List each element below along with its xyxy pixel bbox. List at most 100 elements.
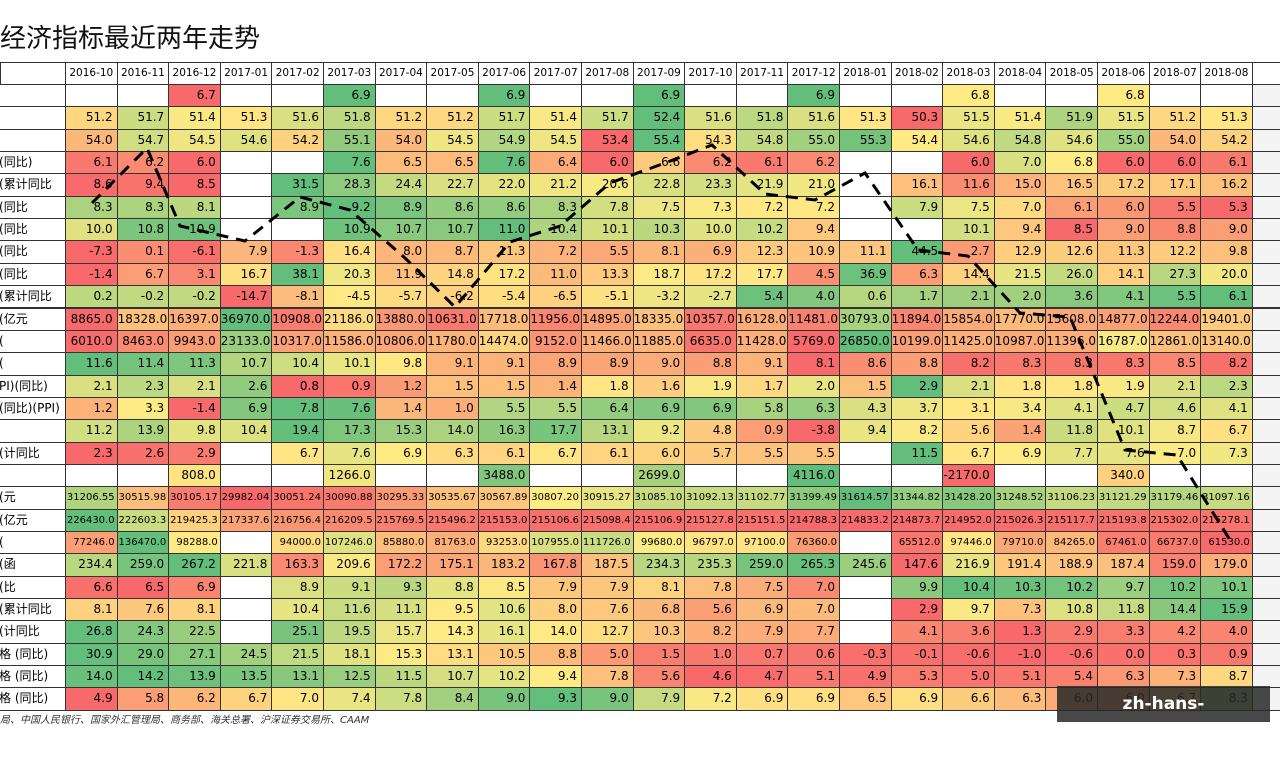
data-cell: 54.2 [271, 128, 324, 153]
data-cell: 6.1 [1200, 151, 1253, 175]
data-cell: 8.2 [684, 620, 737, 644]
data-cell: 5.6 [942, 419, 995, 443]
watermark: zh-hans-bobsports.com [1057, 686, 1270, 750]
data-cell: 18328.0 [116, 307, 170, 331]
data-cell: 7.0 [271, 687, 324, 711]
data-cell: 2.0 [993, 285, 1047, 309]
data-cell: 5.5 [1148, 195, 1202, 220]
data-cell: 15.7 [374, 620, 428, 644]
data-cell: 15.3 [374, 419, 428, 443]
data-cell: 11.2 [65, 419, 118, 443]
data-cell: 7.9 [581, 575, 634, 600]
data-cell: 54.5 [168, 128, 221, 153]
column-header: 2017-02 [271, 62, 324, 85]
column-header: 2018-05 [1045, 62, 1098, 85]
data-cell: 24.3 [116, 620, 170, 644]
data-cell: 2.1 [65, 374, 118, 398]
data-cell: 15.9 [1200, 598, 1253, 622]
data-cell: 11885.0 [632, 329, 686, 354]
data-cell: 6.3 [1097, 665, 1150, 689]
data-cell: 5.4 [735, 285, 789, 309]
data-cell: 11894.0 [890, 307, 944, 331]
data-cell: 27.3 [1148, 262, 1202, 287]
data-cell: 7.5 [632, 195, 686, 220]
data-cell: 1.7 [735, 374, 789, 398]
data-cell: 5.8 [116, 687, 170, 711]
data-cell: 51.4 [529, 106, 582, 130]
data-cell: 187.5 [581, 553, 634, 577]
data-cell: 10.1 [323, 352, 376, 376]
data-cell: 245.6 [839, 553, 892, 577]
data-cell: 11466.0 [581, 329, 634, 354]
row-label: 亿元) [0, 508, 66, 532]
data-cell: 6.4 [581, 396, 634, 421]
data-cell: 12.5 [323, 665, 376, 689]
data-cell: 6.1 [1200, 285, 1253, 309]
data-cell: -1.4 [65, 262, 118, 287]
data-cell: 167.8 [529, 553, 582, 577]
data-cell: 11.1 [374, 598, 428, 622]
data-cell: 7.8 [684, 575, 737, 600]
data-cell: 1.0 [684, 642, 737, 667]
data-cell: 267.2 [168, 553, 221, 577]
data-cell: 16128.0 [735, 307, 789, 331]
data-cell: 1.0 [426, 396, 479, 421]
data-cell: 21186.0 [323, 307, 376, 331]
data-cell: 14.4 [1148, 598, 1202, 622]
data-cell: 17.2 [684, 262, 737, 287]
data-cell: 51.9 [1045, 106, 1098, 130]
data-cell: 216.9 [942, 553, 995, 577]
data-cell: 13.9 [116, 419, 170, 443]
data-cell: 14877.0 [1097, 307, 1150, 331]
data-cell: 9.0 [1097, 218, 1150, 242]
data-cell: 12.9 [993, 240, 1047, 264]
data-cell: 52.4 [632, 106, 686, 130]
data-cell: 8.8 [684, 352, 737, 376]
data-cell: 6.7 [219, 687, 273, 711]
data-cell: -0.3 [839, 642, 892, 667]
data-cell: 5.6 [684, 598, 737, 622]
data-cell: 51.5 [1097, 106, 1150, 130]
dashed-trend-line [90, 143, 1232, 541]
data-cell: 54.7 [116, 128, 170, 153]
data-cell: 16.5 [1045, 173, 1098, 197]
data-cell: 11.8 [1097, 598, 1150, 622]
data-cell: 7.6 [477, 151, 531, 175]
data-cell: 26.0 [1045, 262, 1098, 287]
data-cell: 6.9 [684, 396, 737, 421]
data-cell: -6.1 [168, 240, 221, 264]
data-cell: 5.5 [529, 396, 582, 421]
data-cell: 22.5 [168, 620, 221, 644]
data-cell: 9152.0 [529, 329, 582, 354]
data-cell: 7.3 [993, 598, 1047, 622]
data-cell: 13880.0 [374, 307, 428, 331]
data-cell: 6.6 [65, 575, 118, 600]
data-cell: -0.1 [890, 642, 944, 667]
data-cell: 10.8 [116, 218, 170, 242]
row-label: (PPI)(同比) [0, 396, 66, 421]
data-cell: 6.7 [116, 262, 170, 287]
row-label: PI)(同比) [0, 374, 66, 398]
data-cell: 27.1 [168, 642, 221, 667]
data-cell: 9.0 [477, 687, 531, 711]
data-cell: 6010.0 [65, 329, 118, 354]
data-cell: 6.7 [529, 441, 582, 465]
data-cell: 9.1 [426, 352, 479, 376]
source-note: 局、中国人民银行、国家外汇管理局、商务部、海关总署、沪深证券交易所、CAAM [0, 715, 370, 726]
data-cell: 10.6 [477, 598, 531, 622]
data-cell: 8.3 [116, 195, 170, 220]
data-cell: 6.9 [787, 687, 840, 711]
data-cell: 6.6 [942, 687, 995, 711]
column-header: 2017-03 [323, 62, 376, 85]
data-cell: 20.0 [1200, 262, 1253, 287]
data-cell: 7.5 [735, 575, 789, 600]
data-cell: 6.9 [890, 687, 944, 711]
data-cell: 55.4 [632, 128, 686, 153]
data-cell: 10.3 [993, 575, 1047, 600]
column-header: 2018-04 [993, 62, 1047, 85]
row-label: 同比) [0, 240, 66, 264]
data-cell: 3488.0 [477, 463, 531, 488]
column-header: 2018-08 [1200, 62, 1253, 85]
data-cell: 9.1 [323, 575, 376, 600]
data-cell: 51.6 [684, 106, 737, 130]
